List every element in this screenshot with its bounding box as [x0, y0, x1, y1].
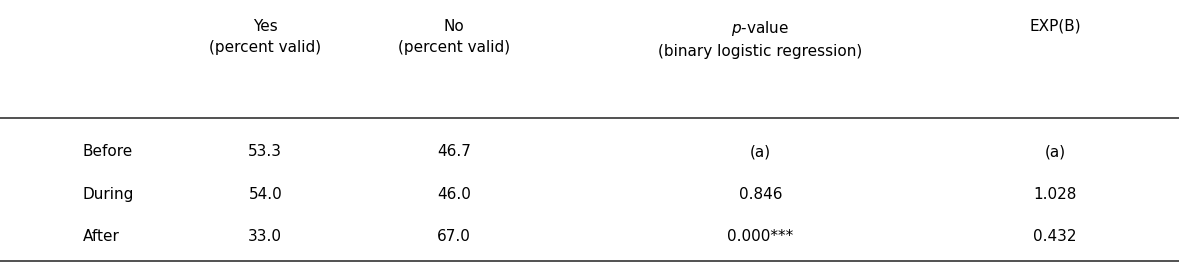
Text: 46.0: 46.0	[437, 187, 470, 202]
Text: After: After	[83, 229, 119, 244]
Text: (a): (a)	[1045, 144, 1066, 159]
Text: 0.846: 0.846	[739, 187, 782, 202]
Text: EXP(B): EXP(B)	[1029, 19, 1081, 34]
Text: 0.432: 0.432	[1034, 229, 1076, 244]
Text: Yes
(percent valid): Yes (percent valid)	[209, 19, 322, 55]
Text: (a): (a)	[750, 144, 771, 159]
Text: No
(percent valid): No (percent valid)	[397, 19, 511, 55]
Text: During: During	[83, 187, 134, 202]
Text: Before: Before	[83, 144, 133, 159]
Text: 46.7: 46.7	[437, 144, 470, 159]
Text: 33.0: 33.0	[249, 229, 282, 244]
Text: $p$-value
(binary logistic regression): $p$-value (binary logistic regression)	[658, 19, 863, 59]
Text: 0.000***: 0.000***	[727, 229, 793, 244]
Text: 67.0: 67.0	[437, 229, 470, 244]
Text: 54.0: 54.0	[249, 187, 282, 202]
Text: 1.028: 1.028	[1034, 187, 1076, 202]
Text: 53.3: 53.3	[249, 144, 282, 159]
